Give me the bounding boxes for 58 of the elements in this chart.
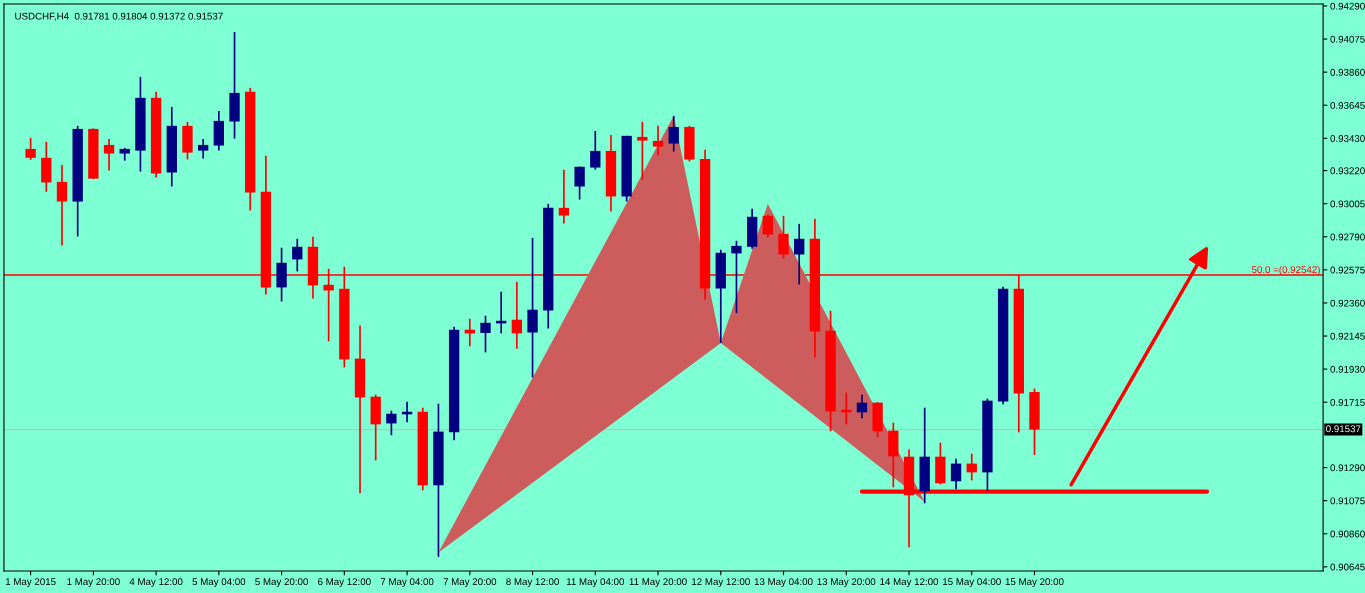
x-tick-label: 15 May 20:00 bbox=[1005, 578, 1064, 588]
y-tick-label: 0.93645 bbox=[1330, 101, 1365, 109]
x-tick-label: 13 May 04:00 bbox=[754, 578, 813, 588]
x-tick-label: 12 May 12:00 bbox=[692, 578, 750, 588]
y-tick-label: 0.90860 bbox=[1330, 530, 1365, 538]
x-tick-label: 15 May 04:00 bbox=[943, 578, 1001, 588]
y-tick-label: 0.90645 bbox=[1330, 563, 1365, 571]
y-tick-label: 0.91290 bbox=[1330, 464, 1365, 472]
y-tick-label: 0.93860 bbox=[1330, 68, 1365, 76]
y-tick-label: 0.91715 bbox=[1330, 398, 1365, 406]
candlestick bbox=[25, 137, 36, 161]
y-tick-label: 0.92575 bbox=[1330, 266, 1365, 274]
candlestick bbox=[794, 223, 805, 286]
candlestick bbox=[950, 457, 962, 491]
candlestick bbox=[668, 115, 679, 153]
x-tick-label: 7 May 04:00 bbox=[380, 578, 434, 588]
text: USDCHF,H4 0.91781 0.91804 0.91372 0.91537 bbox=[15, 12, 223, 21]
candlestick bbox=[778, 215, 789, 260]
candlestick bbox=[103, 138, 115, 172]
x-tick-label: 1 May 2015 bbox=[5, 578, 56, 588]
ref-line-label: 0.91537 bbox=[1326, 425, 1361, 433]
x-tick-label: 13 May 20:00 bbox=[817, 578, 876, 588]
x-tick-label: 11 May 20:00 bbox=[629, 578, 687, 588]
candlestick bbox=[480, 314, 491, 354]
x-tick-label: 7 May 20:00 bbox=[443, 578, 497, 588]
candlestick bbox=[856, 393, 868, 420]
y-tick-label: 0.93005 bbox=[1330, 200, 1365, 208]
candlestick bbox=[762, 213, 774, 239]
candlestick bbox=[558, 169, 570, 225]
ref-line-label: 50.0 =(0.92542) bbox=[1251, 265, 1320, 275]
y-tick-label: 0.92790 bbox=[1330, 233, 1365, 241]
x-tick-label: 8 May 12:00 bbox=[506, 578, 559, 588]
y-tick-label: 0.94075 bbox=[1330, 35, 1365, 43]
candlestick bbox=[637, 121, 648, 181]
candlestick bbox=[292, 237, 303, 273]
x-tick-label: 5 May 20:00 bbox=[255, 578, 308, 588]
y-tick-label: 0.92360 bbox=[1330, 299, 1365, 307]
candlestick bbox=[574, 165, 585, 201]
y-tick-label: 0.92145 bbox=[1330, 332, 1365, 340]
x-tick-label: 11 May 04:00 bbox=[566, 578, 625, 588]
candlestick bbox=[652, 125, 664, 157]
candlestick bbox=[527, 237, 538, 379]
x-tick-label: 6 May 12:00 bbox=[318, 578, 371, 588]
x-tick-label: 5 May 04:00 bbox=[192, 578, 246, 588]
y-tick-label: 0.93430 bbox=[1330, 135, 1365, 142]
y-tick-label: 0.93220 bbox=[1330, 167, 1365, 175]
y-tick-label: 0.91075 bbox=[1330, 497, 1365, 505]
candlestick bbox=[56, 164, 68, 247]
y-tick-label: 0.94290 bbox=[1330, 2, 1365, 10]
candlestick bbox=[197, 138, 209, 160]
x-tick-label: 1 May 20:00 bbox=[67, 578, 120, 588]
x-tick-label: 4 May 12:00 bbox=[129, 578, 183, 588]
candlestick bbox=[590, 130, 601, 171]
candlestick bbox=[386, 409, 397, 437]
candlestick bbox=[511, 280, 523, 350]
y-tick-label: 0.91930 bbox=[1330, 365, 1365, 373]
candlestick bbox=[731, 239, 742, 314]
x-tick-label: 14 May 12:00 bbox=[880, 578, 939, 588]
